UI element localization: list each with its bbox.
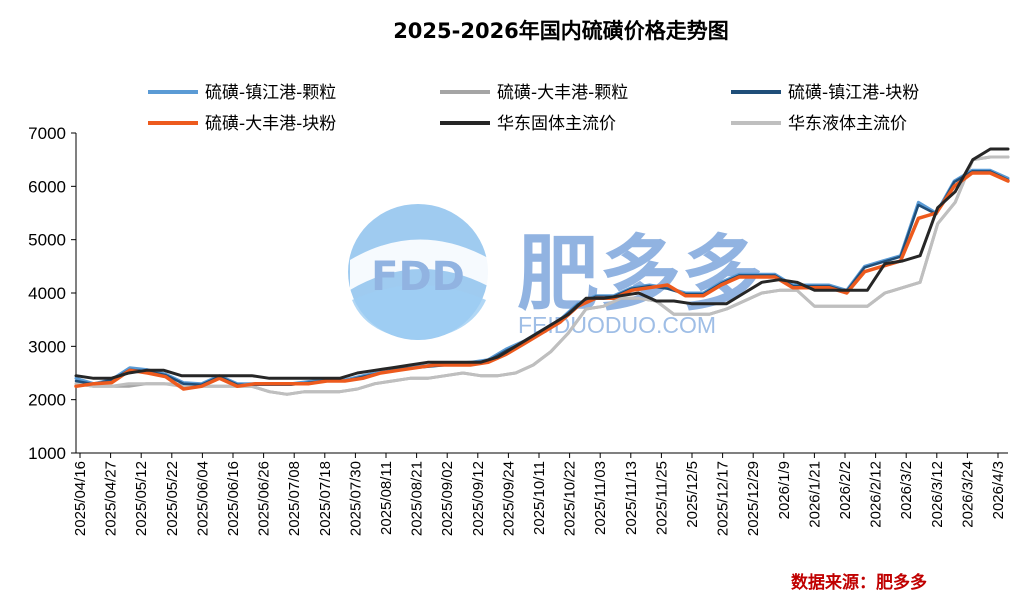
x-tick-label: 2026/3/12 — [929, 461, 946, 528]
legend-label-1: 硫磺-大丰港-颗粒 — [497, 83, 628, 103]
y-tick-label: 7000 — [28, 124, 66, 143]
x-tick-label: 2025/12/17 — [715, 461, 732, 536]
x-tick-label: 2025/11/25 — [653, 461, 670, 535]
y-tick-label: 3000 — [28, 337, 66, 356]
y-tick-label: 5000 — [28, 231, 66, 250]
x-tick-label: 2025/09/02 — [439, 461, 456, 536]
x-tick-label: 2025/11/13 — [623, 461, 640, 535]
y-tick-label: 4000 — [28, 284, 66, 303]
legend-label-3: 硫磺-大丰港-块粉 — [205, 114, 336, 134]
series-line-4 — [74, 147, 1010, 380]
x-tick-label: 2025/07/18 — [317, 461, 334, 536]
legend-label-0: 硫磺-镇江港-颗粒 — [205, 83, 336, 103]
x-tick-label: 2025/12/29 — [745, 461, 762, 536]
x-axis: 2025/04/16 2025/04/27 2025/05/12 2025/05/22… — [72, 452, 1008, 536]
x-tick-label: 2025/10/22 — [562, 461, 579, 536]
series-line-5 — [74, 155, 1010, 396]
x-tick-label: 2025/04/27 — [103, 461, 120, 536]
watermark: FDD 肥多多 FEIDUODUO.COM — [348, 204, 763, 340]
watermark-domain: FEIDUODUO.COM — [518, 312, 716, 338]
watermark-logo-icon — [348, 204, 488, 340]
x-tick-label: 2025/05/22 — [164, 461, 181, 536]
y-tick-label: 1000 — [28, 444, 66, 463]
x-tick-label: 2025/06/26 — [256, 461, 273, 536]
x-tick-label: 2025/08/11 — [378, 461, 395, 535]
x-tick-label: 2026/4/3 — [990, 461, 1007, 519]
x-tick-label: 2025/07/08 — [286, 461, 303, 536]
series-group — [74, 147, 1010, 396]
y-tick-label: 2000 — [28, 391, 66, 410]
chart-title: 2025-2026年国内硫磺价格走势图 — [393, 19, 729, 43]
x-tick-label: 2026/3/2 — [898, 461, 915, 519]
legend-label-5: 华东液体主流价 — [788, 114, 907, 134]
source-note: 数据来源：肥多多 — [791, 572, 927, 593]
legend-label-4: 华东固体主流价 — [497, 114, 616, 134]
x-tick-label: 2025/05/12 — [133, 461, 150, 536]
series-line-3 — [74, 171, 1010, 391]
watermark-logo-text: FDD — [371, 254, 465, 300]
legend-label-2: 硫磺-镇江港-块粉 — [788, 83, 919, 103]
x-tick-label: 2026/1/9 — [776, 461, 793, 519]
x-tick-label: 2025/09/24 — [500, 461, 517, 536]
y-tick-label: 6000 — [28, 177, 66, 196]
y-axis: 1000 2000 3000 4000 5000 6000 7000 — [28, 124, 77, 463]
x-tick-label: 2025/06/16 — [225, 461, 242, 536]
x-tick-label: 2025/07/30 — [347, 461, 364, 536]
watermark-name: 肥多多 — [517, 227, 763, 322]
x-tick-label: 2026/3/24 — [959, 461, 976, 528]
x-tick-label: 2026/1/21 — [806, 461, 823, 528]
x-tick-label: 2025/09/12 — [470, 461, 487, 536]
x-tick-label: 2026/2/12 — [868, 461, 885, 528]
x-tick-label: 2025/04/16 — [72, 461, 89, 536]
x-tick-label: 2025/12/5 — [684, 461, 701, 528]
x-tick-label: 2025/06/04 — [194, 461, 211, 536]
x-tick-label: 2025/10/11 — [531, 461, 548, 535]
x-tick-label: 2025/11/03 — [592, 461, 609, 535]
x-tick-label: 2026/2/2 — [837, 461, 854, 519]
x-tick-label: 2025/08/21 — [409, 461, 426, 536]
